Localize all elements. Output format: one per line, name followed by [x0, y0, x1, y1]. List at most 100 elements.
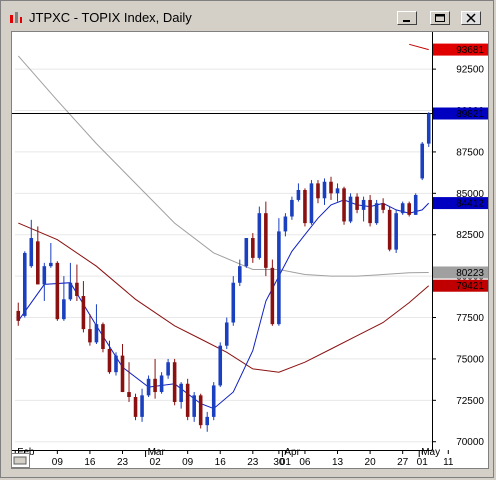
price-tags: 93681 89821 84412 80223 79421	[433, 43, 488, 292]
candle-body	[322, 181, 327, 199]
candle-body	[237, 266, 242, 283]
x-tick-label: 09	[182, 457, 194, 468]
candle-body	[198, 395, 203, 426]
candle-body	[36, 241, 40, 285]
y-tick-label: 70000	[456, 437, 484, 448]
candle-body	[348, 196, 353, 222]
candle-body	[381, 203, 385, 210]
x-tick-label: 13	[332, 457, 344, 468]
month-label: Apr	[284, 447, 300, 458]
chart-scroll-icon[interactable]	[11, 453, 31, 469]
candle-body	[140, 395, 144, 417]
x-tick-label: 06	[299, 457, 311, 468]
x-tick-label: 20	[365, 457, 377, 468]
candle-body	[192, 395, 196, 417]
candle-body	[218, 345, 223, 386]
candle-body	[420, 143, 425, 179]
candle-body	[251, 238, 255, 258]
candle-body	[257, 213, 262, 258]
candle-body	[283, 216, 288, 232]
candle-body	[361, 199, 366, 210]
x-tick-label: 02	[150, 457, 162, 468]
candle-body	[81, 295, 86, 330]
candle-body	[316, 183, 320, 199]
x-tick-label: 23	[247, 457, 259, 468]
x-tick-label: 27	[397, 457, 409, 468]
candle-body	[290, 199, 294, 217]
candle-body	[211, 385, 216, 417]
x-tick-label: 11	[443, 457, 454, 468]
candle-body	[49, 262, 53, 267]
candle-body	[133, 397, 138, 417]
candle-body	[62, 299, 66, 320]
candle-body	[146, 378, 151, 396]
candle-body	[120, 355, 125, 393]
window-title: JTPXC - TOPIX Index, Daily	[29, 10, 192, 25]
x-axis: 02091623020916233001061320270111FebMarAp…	[12, 447, 454, 468]
candle-body	[407, 203, 411, 215]
x-tick-label: 23	[117, 457, 129, 468]
candle-body	[29, 238, 34, 267]
minimize-icon	[403, 20, 410, 22]
y-tick-label: 87500	[456, 147, 484, 158]
y-tick-label: 92500	[456, 65, 484, 76]
y-tick-label: 75000	[456, 354, 484, 365]
month-label: Feb	[17, 447, 35, 458]
price-tag	[433, 266, 488, 279]
price-tag-label: 80223	[456, 268, 484, 279]
sma-short-line	[17, 199, 430, 410]
candle-body	[244, 238, 249, 267]
sma-red-top-line	[409, 43, 429, 51]
maximize-button[interactable]	[430, 11, 450, 25]
candle-body	[426, 113, 431, 144]
price-tag	[433, 43, 488, 56]
candle-body	[185, 383, 190, 417]
price-tag-label: 84412	[456, 199, 484, 210]
candle-body	[114, 355, 118, 373]
candle-body	[231, 282, 236, 323]
candle-body	[413, 194, 418, 215]
candle-body	[387, 209, 392, 250]
y-tick-label: 82500	[456, 230, 484, 241]
y-tick-label: 77500	[456, 313, 484, 324]
candle-body	[368, 199, 372, 224]
chart-app-icon	[10, 12, 22, 23]
price-tag-label: 89821	[456, 109, 484, 120]
x-tick-label: 01	[417, 457, 429, 468]
minimize-button[interactable]	[397, 11, 417, 25]
price-tag	[433, 197, 488, 210]
candle-body	[394, 213, 398, 250]
chart-area: 9250090000875008500082500800007750075000…	[11, 31, 489, 469]
candle-body	[153, 378, 157, 393]
candle-body	[309, 183, 314, 224]
candle-body	[335, 188, 340, 194]
candle-body	[342, 188, 346, 222]
x-tick-label: 16	[215, 457, 227, 468]
close-button[interactable]	[461, 11, 481, 25]
candle-body	[159, 375, 164, 393]
candle-body	[94, 324, 99, 343]
x-tick-label: 01	[280, 457, 292, 468]
candle-body	[68, 282, 73, 300]
candle-body	[22, 252, 27, 316]
maximize-icon	[435, 14, 445, 22]
candle-body	[264, 213, 268, 268]
y-axis: 9250090000875008500082500800007750075000…	[432, 32, 484, 450]
candle-body	[172, 362, 177, 402]
x-tick-label: 30	[273, 457, 285, 468]
y-tick-label: 72500	[456, 396, 484, 407]
candle-body	[400, 203, 405, 214]
grid-lines	[15, 68, 432, 443]
candle-body	[88, 329, 92, 343]
candlestick-chart: 9250090000875008500082500800007750075000…	[12, 32, 488, 468]
candle-body	[107, 348, 112, 373]
candle-body	[205, 416, 210, 426]
candle-body	[296, 190, 301, 200]
sma-long-line	[17, 55, 429, 277]
candle-body	[270, 267, 275, 325]
candle-body	[355, 196, 359, 210]
x-tick-label: 16	[84, 457, 96, 468]
candle-body	[101, 324, 105, 349]
candle-body	[374, 203, 379, 224]
